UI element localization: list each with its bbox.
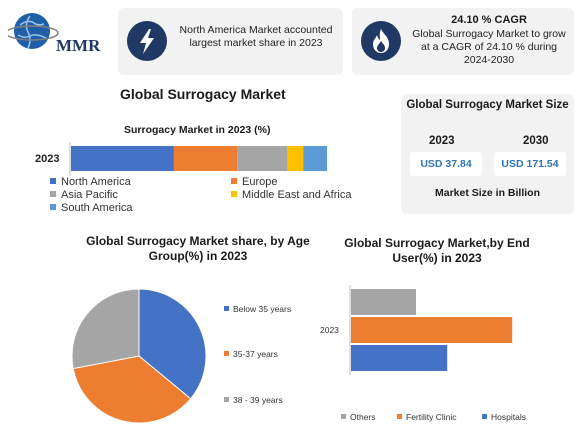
year-2030-label: 2030 — [523, 135, 549, 147]
pie-slice-38-39-years — [71, 288, 140, 370]
year-2023-label: 2023 — [429, 135, 455, 147]
market-size-title: Global Surrogacy Market Size — [406, 99, 569, 111]
bar-others — [351, 289, 416, 315]
info-card-text: Global Surrogacy Market to grow at a CAG… — [412, 28, 566, 66]
info-card-text: North America Market accounted largest m… — [179, 24, 333, 49]
pie-chart-title: Global Surrogacy Market share, by Age Gr… — [86, 234, 310, 263]
legend-item: Others — [341, 412, 376, 422]
logo-text: MMR — [56, 36, 101, 55]
page-title: Global Surrogacy Market — [120, 86, 286, 102]
stacked-segment-south-america — [303, 146, 327, 171]
stacked-segment-europe — [173, 146, 238, 171]
legend-item: Europe — [231, 176, 277, 188]
info-card-market-share: North America Market accounted largest m… — [118, 8, 343, 75]
pie-slice-below-35-years — [138, 288, 207, 400]
legend-item: Below 35 years — [224, 304, 291, 314]
cagr-title: 24.10 % CAGR — [451, 14, 527, 26]
mmr-logo: MMR — [5, 8, 108, 58]
stacked-chart-title: Surrogacy Market in 2023 (%) — [124, 124, 271, 136]
market-size-footer: Market Size in Billion — [434, 187, 541, 199]
bar-fertility-clinic — [351, 317, 513, 343]
end-user-bar-chart: 2023 — [320, 285, 513, 375]
legend-item: 35-37 years — [224, 349, 278, 359]
pie-chart — [71, 288, 207, 424]
legend-item: Hospitals — [482, 412, 526, 422]
flame-icon — [361, 21, 401, 61]
stacked-segment-middle-east-and-africa — [287, 146, 304, 171]
legend-item: Middle East and Africa — [231, 189, 351, 201]
bar-chart-title: Global Surrogacy Market,by End User(%) i… — [344, 236, 530, 265]
legend-item: Asia Pacific — [50, 189, 118, 201]
legend-item: 38 - 39 years — [224, 395, 283, 405]
stacked-bar-chart: 2023 — [35, 142, 327, 176]
stacked-segment-asia-pacific — [237, 146, 288, 171]
value-2023: USD 37.84 — [410, 152, 482, 176]
info-card-cagr: 24.10 % CAGR Global Surrogacy Market to … — [352, 8, 574, 75]
value-2030: USD 171.54 — [494, 152, 566, 176]
stacked-category-label: 2023 — [35, 153, 59, 165]
stacked-segment-north-america — [71, 146, 174, 171]
bar-hospitals — [351, 345, 448, 371]
legend-item: North America — [50, 176, 131, 188]
pie-slice-35-37-years — [72, 355, 192, 424]
lightning-icon — [127, 21, 167, 61]
globe-icon — [14, 13, 50, 49]
legend-item: Fertility Clinic — [397, 412, 457, 422]
legend-item: South America — [50, 202, 133, 214]
market-size-card: Global Surrogacy Market Size 2023 2030 U… — [401, 94, 574, 214]
bar-category-label: 2023 — [320, 325, 339, 335]
